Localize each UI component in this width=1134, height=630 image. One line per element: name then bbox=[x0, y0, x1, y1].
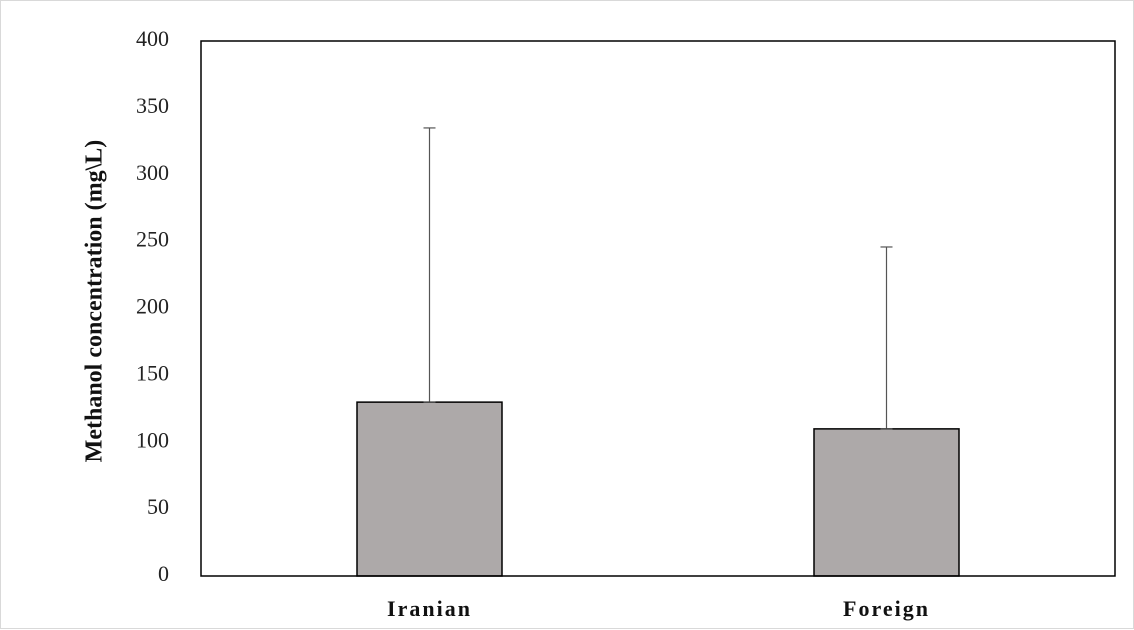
y-tick-label: 100 bbox=[136, 427, 169, 452]
y-axis-title: Methanol concentration (mg\L) bbox=[82, 140, 108, 463]
y-tick-label: 250 bbox=[136, 227, 169, 252]
plot-area-border bbox=[200, 40, 1116, 577]
y-tick-label: 200 bbox=[136, 294, 169, 319]
y-tick-label: 0 bbox=[158, 561, 169, 586]
bar-iranian bbox=[356, 401, 503, 577]
bar-foreign bbox=[813, 428, 960, 577]
y-tick-label: 150 bbox=[136, 360, 169, 385]
y-tick-label: 400 bbox=[136, 26, 169, 51]
y-tick-label: 50 bbox=[147, 494, 169, 519]
y-tick-label: 300 bbox=[136, 160, 169, 185]
y-tick-label: 350 bbox=[136, 93, 169, 118]
x-tick-label-iranian: Iranian bbox=[387, 596, 472, 621]
x-tick-label-foreign: Foreign bbox=[843, 596, 930, 621]
